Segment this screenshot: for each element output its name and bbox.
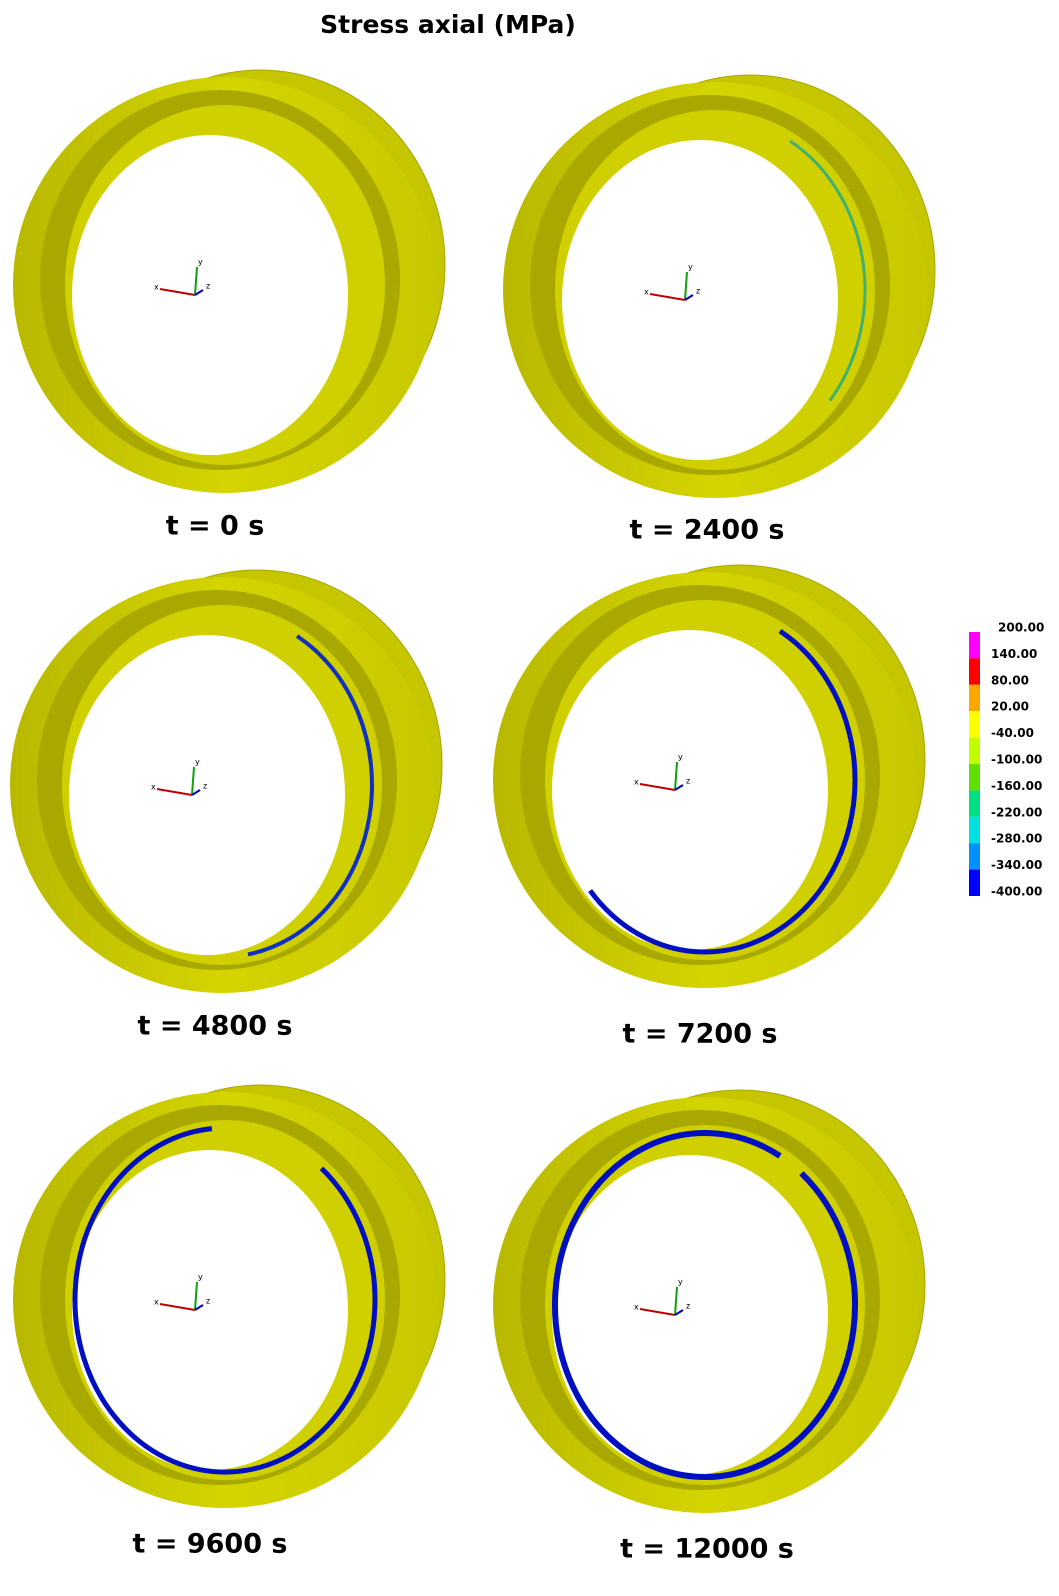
- colorbar-label: 20.00: [991, 700, 1029, 714]
- ring-panel: x y z: [10, 569, 443, 993]
- colorbar-segment: [969, 684, 980, 712]
- axis-x-label: x: [154, 1298, 159, 1307]
- axis-z: [674, 784, 684, 791]
- colorbar-label: -400.00: [991, 885, 1042, 899]
- axis-z-label: z: [206, 1297, 210, 1306]
- axis-z-label: z: [206, 282, 210, 291]
- panel-label: t = 12000 s: [620, 1534, 794, 1565]
- panel-label: t = 0 s: [166, 511, 265, 542]
- colorbar-segment: [969, 764, 980, 791]
- colorbar-label: -280.00: [991, 832, 1042, 846]
- panel-label: t = 9600 s: [133, 1529, 288, 1560]
- axis-z-label: z: [696, 287, 700, 296]
- colorbar-label: -220.00: [991, 805, 1042, 819]
- colorbar-label: -340.00: [991, 858, 1042, 872]
- axis-z: [191, 789, 201, 796]
- stress-band: [72, 1126, 378, 1475]
- axis-y: [684, 271, 688, 301]
- ring-hole: [72, 1150, 348, 1470]
- axis-triad: x y z: [154, 258, 210, 296]
- axis-z-label: z: [686, 1302, 690, 1311]
- colorbar-label: 200.00: [998, 621, 1044, 635]
- axis-x-label: x: [634, 778, 639, 787]
- colorbar-segment: [969, 658, 980, 685]
- ring-hole: [562, 140, 838, 460]
- axis-triad: x y z: [634, 753, 690, 791]
- colorbar-label: -100.00: [991, 753, 1042, 767]
- axis-x-label: x: [634, 1303, 639, 1312]
- axis-x: [649, 293, 686, 301]
- axis-y: [674, 1286, 678, 1316]
- colorbar-segment: [969, 632, 980, 659]
- axis-z: [674, 1309, 684, 1316]
- colorbar-segment: [969, 737, 980, 764]
- axis-z: [194, 1304, 204, 1311]
- axis-x-label: x: [154, 283, 159, 292]
- axis-x: [159, 288, 196, 296]
- colorbar-segment: [969, 869, 980, 896]
- colorbar-label: 140.00: [991, 647, 1037, 661]
- axis-y-label: y: [195, 758, 200, 767]
- colorbar-segment: [969, 843, 980, 870]
- axis-y-label: y: [198, 1273, 203, 1282]
- axis-triad: x y z: [154, 1273, 210, 1311]
- axis-z: [194, 289, 204, 296]
- axis-y-label: y: [678, 1278, 683, 1287]
- stress-band: [789, 139, 867, 402]
- ring-panel: x y z: [493, 1089, 926, 1513]
- stress-band: [552, 1130, 858, 1480]
- ring-panel: x y z: [503, 74, 936, 498]
- ring-panel: x y z: [13, 69, 446, 493]
- colorbar-segment: [969, 711, 980, 738]
- axis-triad: x y z: [634, 1278, 690, 1316]
- colorbar-segment: [969, 790, 980, 817]
- axis-z-label: z: [686, 777, 690, 786]
- axis-triad: x y z: [151, 758, 207, 796]
- axis-z-label: z: [203, 782, 207, 791]
- panel-label: t = 2400 s: [630, 515, 785, 546]
- axis-x-label: x: [644, 288, 649, 297]
- axis-y: [674, 761, 678, 791]
- colorbar-label: -160.00: [991, 779, 1042, 793]
- panel-label: t = 7200 s: [623, 1019, 778, 1050]
- stress-band: [588, 628, 858, 955]
- colorbar-label: 80.00: [991, 673, 1029, 687]
- ring-panel: x y z: [13, 1084, 446, 1508]
- ring-panel: x y z: [493, 564, 926, 988]
- axis-y: [191, 766, 195, 796]
- ring-hole: [552, 630, 828, 950]
- colorbar-label: -40.00: [991, 726, 1034, 740]
- axis-triad: x y z: [644, 263, 700, 301]
- colorbar-segment: [969, 816, 980, 844]
- stress-band: [247, 634, 374, 957]
- axis-y-label: y: [198, 258, 203, 267]
- axis-x-label: x: [151, 783, 156, 792]
- figure-title: Stress axial (MPa): [320, 10, 576, 39]
- panel-label: t = 4800 s: [138, 1011, 293, 1042]
- axis-x: [639, 783, 676, 791]
- axis-y: [194, 1281, 198, 1311]
- axis-y: [194, 266, 198, 296]
- axis-y-label: y: [678, 753, 683, 762]
- axis-z: [684, 294, 694, 301]
- axis-x: [159, 1303, 196, 1311]
- ring-hole: [69, 635, 345, 955]
- axis-x: [639, 1308, 676, 1316]
- axis-x: [156, 788, 193, 796]
- ring-hole: [72, 135, 348, 455]
- ring-hole: [552, 1155, 828, 1475]
- axis-y-label: y: [688, 263, 693, 272]
